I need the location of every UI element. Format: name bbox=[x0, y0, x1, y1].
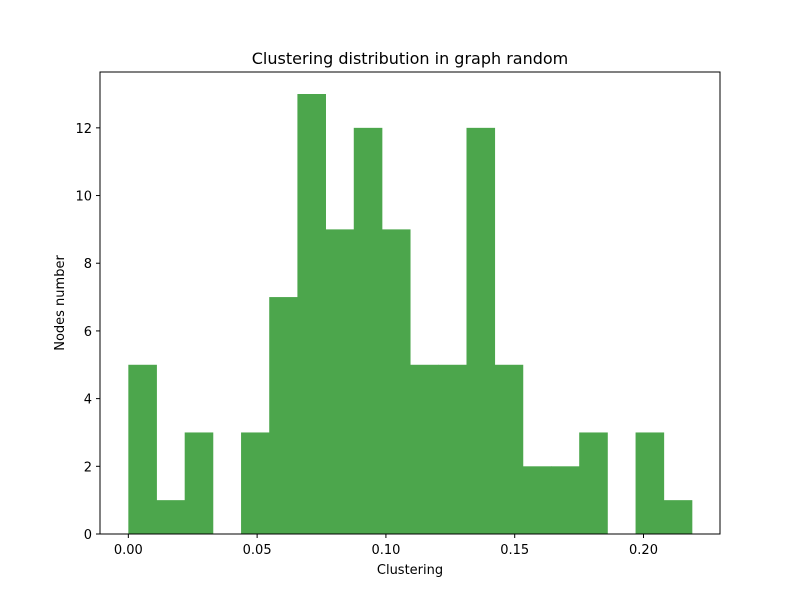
y-tick-label: 4 bbox=[84, 393, 92, 408]
histogram-bar bbox=[410, 364, 439, 534]
histogram-bar bbox=[494, 364, 524, 534]
y-axis-ticks: 0 2 4 6 8 10 12 bbox=[75, 122, 100, 543]
y-tick-label: 2 bbox=[84, 460, 92, 475]
y-tick-label: 6 bbox=[84, 325, 92, 340]
x-tick-label: 0.05 bbox=[243, 543, 272, 558]
histogram-bar bbox=[381, 229, 411, 534]
histogram-bar bbox=[241, 432, 270, 534]
histogram-bar bbox=[269, 297, 298, 534]
histogram-bar bbox=[325, 229, 355, 534]
histogram-bar bbox=[297, 94, 326, 534]
x-tick-label: 0.00 bbox=[114, 543, 143, 558]
histogram-bar bbox=[156, 500, 186, 534]
histogram-bar bbox=[663, 500, 693, 534]
x-axis-ticks: 0.00 0.05 0.10 0.15 0.20 bbox=[114, 534, 658, 558]
histogram-bar bbox=[466, 127, 496, 534]
chart-title: Clustering distribution in graph random bbox=[252, 49, 569, 68]
y-tick-label: 8 bbox=[84, 257, 92, 272]
y-tick-label: 12 bbox=[75, 122, 92, 137]
y-tick-label: 0 bbox=[84, 528, 92, 543]
histogram-bar bbox=[184, 432, 214, 534]
x-tick-label: 0.10 bbox=[371, 543, 400, 558]
y-tick-label: 10 bbox=[75, 190, 92, 205]
plot-frame bbox=[99, 71, 721, 535]
histogram-bar bbox=[438, 364, 467, 534]
histogram-bar bbox=[353, 127, 383, 534]
histogram-bar bbox=[635, 432, 665, 534]
x-tick-label: 0.20 bbox=[629, 543, 658, 558]
x-axis-label: Clustering bbox=[377, 563, 443, 578]
histogram-bar bbox=[128, 364, 157, 534]
y-axis-label: Nodes number bbox=[53, 255, 68, 351]
histogram-bar bbox=[551, 466, 580, 534]
histogram-bar bbox=[579, 432, 608, 534]
histogram-bar bbox=[522, 466, 552, 534]
x-tick-label: 0.15 bbox=[500, 543, 529, 558]
bars-group bbox=[128, 94, 693, 534]
